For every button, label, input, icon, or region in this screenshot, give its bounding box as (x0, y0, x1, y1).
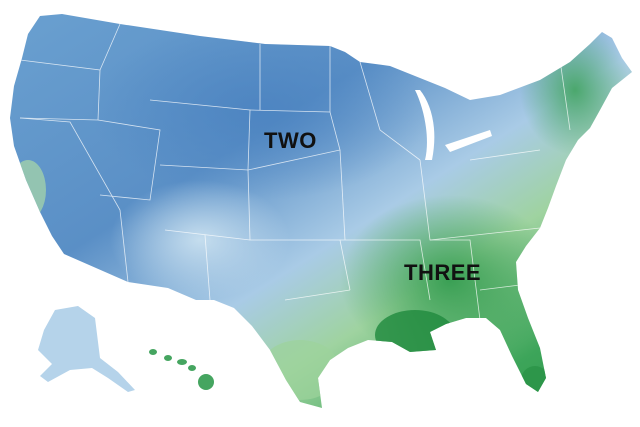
lake-erie (445, 130, 492, 152)
contiguous-us (10, 14, 632, 408)
hawaii (149, 349, 214, 390)
region-label-two: TWO (264, 128, 317, 153)
lake-michigan (415, 90, 435, 160)
alaska (38, 306, 135, 392)
state-borders (19, 23, 571, 321)
region-label-three: THREE (404, 260, 482, 285)
